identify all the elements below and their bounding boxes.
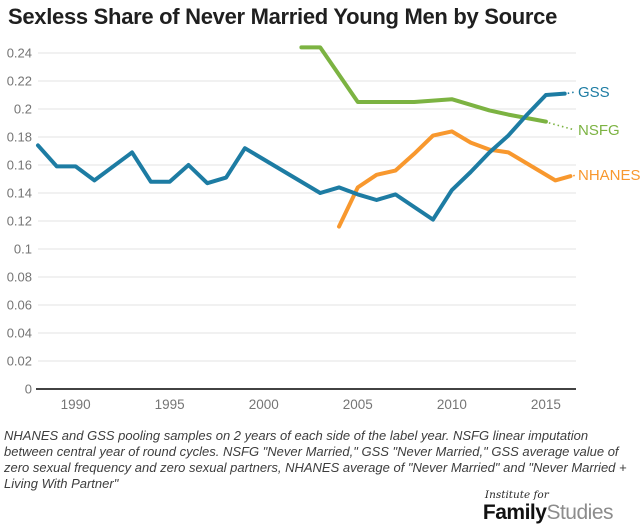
y-axis-tick-label: 0: [25, 382, 32, 397]
x-axis-tick-label: 2010: [437, 397, 467, 412]
logo-studies: Studies: [546, 501, 613, 524]
y-axis-tick-label: 0.02: [7, 354, 32, 369]
y-axis-tick-label: 0.1: [14, 242, 32, 257]
footnote: NHANES and GSS pooling samples on 2 year…: [4, 428, 627, 492]
x-axis-tick-label: 1995: [155, 397, 185, 412]
y-axis-tick-label: 0.08: [7, 270, 32, 285]
y-axis-tick-label: 0.22: [7, 74, 32, 89]
y-axis-tick-label: 0.14: [7, 186, 32, 201]
series-label-nhanes: NHANES: [578, 167, 640, 184]
y-axis-tick-label: 0.12: [7, 214, 32, 229]
label-connector-gss: [567, 91, 576, 95]
logo-wordmark: FamilyStudies: [482, 501, 614, 525]
y-axis-tick-label: 0.24: [7, 46, 32, 61]
series-label-gss: GSS: [578, 84, 610, 101]
series-label-nsfg: NSFG: [578, 122, 620, 139]
line-chart: 0.24 0.22 0.2 0.18 0.16 0.14 0.12 0.1 0.08 0.06 0.…: [7, 45, 640, 412]
x-axis-tick-label: 2000: [249, 397, 279, 412]
chart-title: Sexless Share of Never Married Young Men…: [8, 4, 558, 29]
series-line-nsfg: [299, 45, 548, 124]
logo-institute-for: Institute for: [484, 489, 549, 501]
label-connector-nsfg: [548, 122, 576, 131]
y-axis-tick-label: 0.16: [7, 158, 32, 173]
series-line-gss: [36, 91, 567, 222]
label-connector-nhanes: [572, 174, 576, 177]
x-axis-tick-label: 1990: [61, 397, 91, 412]
logo-family: Family: [482, 501, 547, 524]
y-axis-tick-label: 0.06: [7, 298, 32, 313]
y-axis-tick-label: 0.2: [14, 102, 32, 117]
x-axis-tick-label: 2005: [343, 397, 373, 412]
series-line-nhanes: [337, 129, 573, 229]
x-axis-tick-label: 2015: [531, 397, 561, 412]
ifs-logo: Institute for FamilyStudies: [482, 489, 614, 525]
y-axis-tick-label: 0.18: [7, 130, 32, 145]
y-axis-tick-label: 0.04: [7, 326, 32, 341]
